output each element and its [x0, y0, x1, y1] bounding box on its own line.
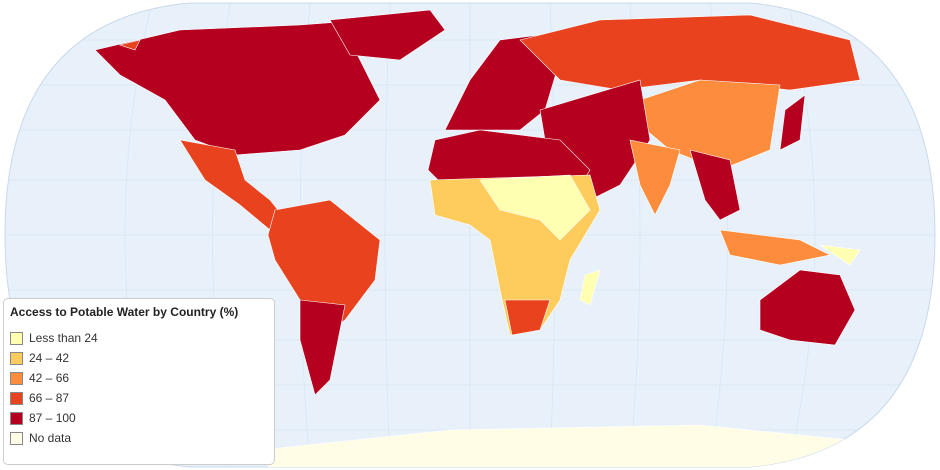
country-region — [504, 299, 551, 336]
country-region — [579, 269, 601, 306]
country-region — [118, 39, 141, 51]
legend-item: 66 – 87 — [10, 388, 268, 408]
legend-label: 87 – 100 — [29, 411, 76, 425]
country-region — [94, 21, 381, 156]
legend-label: 66 – 87 — [29, 391, 70, 405]
legend-swatch — [10, 371, 23, 385]
country-region — [759, 269, 856, 346]
legend-title: Access to Potable Water by Country (%) — [10, 305, 239, 319]
country-region — [719, 229, 831, 266]
legend-swatch — [10, 411, 23, 425]
legend-label: No data — [29, 431, 72, 445]
country-region — [779, 94, 806, 151]
legend-label: Less than 24 — [29, 331, 98, 345]
country-region — [519, 14, 861, 91]
legend-swatch — [10, 331, 23, 345]
country-region — [689, 149, 741, 221]
country-region — [819, 244, 861, 266]
legend-label: 42 – 66 — [29, 371, 70, 385]
countries — [94, 9, 901, 467]
legend-item: No data — [10, 428, 268, 448]
legend-item: 24 – 42 — [10, 348, 268, 368]
country-region — [629, 139, 681, 216]
legend-item: Less than 24 — [10, 328, 268, 348]
country-region — [427, 129, 591, 183]
country-region — [299, 299, 346, 396]
legend-item: 87 – 100 — [10, 408, 268, 428]
legend-swatch — [10, 391, 23, 405]
legend-items: Less than 24 24 – 42 42 – 66 66 – 87 87 – 10… — [10, 328, 268, 448]
legend-swatch — [10, 351, 23, 365]
legend-item: 42 – 66 — [10, 368, 268, 388]
country-region — [329, 9, 446, 61]
legend-label: 24 – 42 — [29, 351, 70, 365]
country-region — [479, 174, 591, 241]
legend-swatch — [10, 431, 23, 445]
legend: Access to Potable Water by Country (%) L… — [3, 298, 275, 465]
